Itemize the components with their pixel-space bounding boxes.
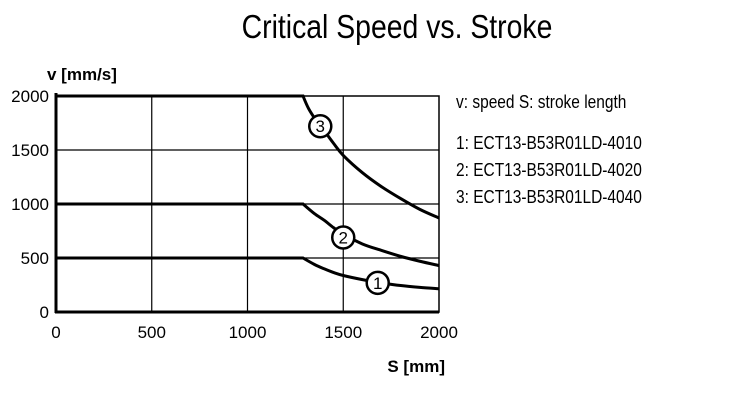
series-marker-2 [331,225,356,250]
y-tick-label: 0 [40,303,49,322]
series-marker-label-1: 1 [373,274,382,293]
y-tick-label: 1000 [11,195,49,214]
y-tick-label: 1500 [11,141,49,160]
series-marker-3 [308,113,333,139]
x-tick-label: 2000 [420,323,458,342]
y-tick-label: 2000 [11,87,49,106]
legend-entry-1: 1: ECT13-B53R01LD-4010 [456,133,642,153]
x-tick-label: 1500 [324,323,362,342]
series-marker-1 [365,270,390,296]
series-line-1 [56,256,440,291]
y-tick-label: 500 [21,249,49,268]
legend-entry-3: 3: ECT13-B53R01LD-4040 [456,187,642,207]
series-marker-label-3: 3 [316,117,325,136]
x-axis-label: S [mm] [387,357,445,376]
legend-header: v: speed S: stroke length [456,92,627,112]
x-tick-label: 1000 [229,323,267,342]
y-axis-label: v [mm/s] [47,65,117,84]
series-marker-label-2: 2 [339,228,348,247]
chart-title: Critical Speed vs. Stroke [241,8,553,45]
x-tick-label: 500 [138,323,166,342]
x-tick-label: 0 [51,323,60,342]
legend-entry-2: 2: ECT13-B53R01LD-4020 [456,160,642,180]
